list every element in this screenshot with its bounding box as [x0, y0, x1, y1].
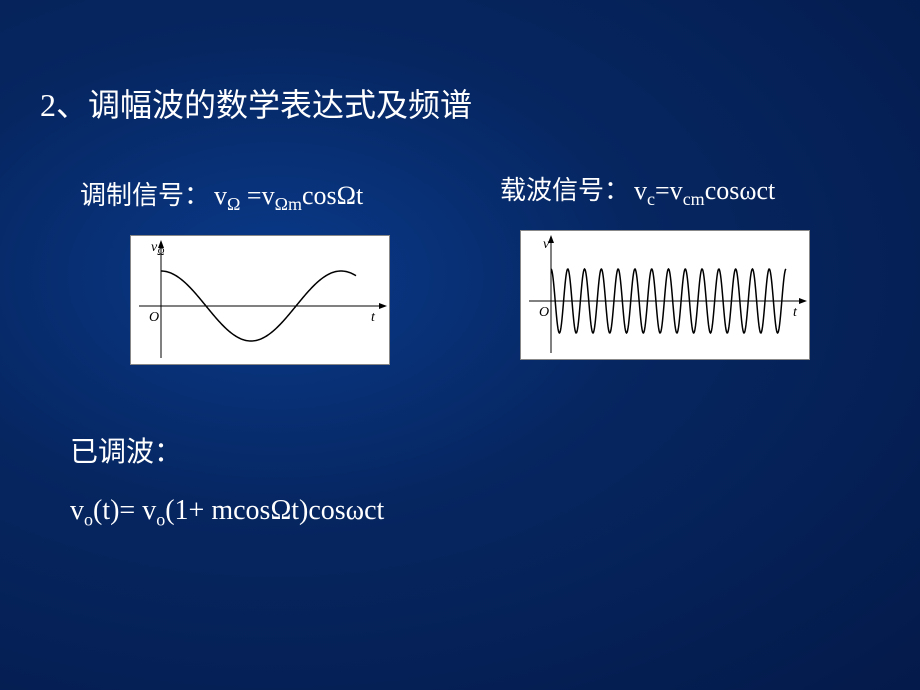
modulated-wave-section: 已调波： vo(t)= vo(1+ mcosΩt)cosωct — [70, 430, 384, 531]
carrier-label-row: 载波信号： vc=vcmcosωct — [500, 170, 810, 210]
formula-end: cosΩt — [302, 181, 363, 210]
carrier-wave-svg — [521, 231, 811, 361]
slide-title: 2、调幅波的数学表达式及频谱 — [40, 80, 472, 126]
carrier-signal-chart: v O t — [520, 230, 810, 360]
formula-sub: Ωm — [275, 194, 302, 214]
formula-var: v — [214, 181, 227, 210]
formula-sub: Ω — [227, 194, 240, 214]
formula-end: (1+ mcosΩt)cosωct — [165, 495, 384, 526]
carrier-signal-section: 载波信号： vc=vcmcosωct v O t — [500, 170, 810, 360]
carrier-label: 载波信号： — [500, 176, 630, 205]
carrier-formula: vc=vcmcosωct — [634, 176, 775, 205]
chart1-origin: O — [149, 310, 159, 326]
formula-eq: =v — [240, 181, 274, 210]
chart2-origin: O — [539, 305, 549, 321]
chart2-xlabel: t — [793, 305, 797, 321]
chart2-ylabel: v — [543, 237, 549, 253]
modulation-formula: vΩ =vΩmcosΩt — [214, 181, 363, 210]
formula-sub: o — [84, 510, 93, 530]
modulation-wave-svg — [131, 236, 391, 366]
formula-eq: =v — [655, 176, 683, 205]
chart1-ylabel: vΩ — [151, 240, 164, 258]
formula-sub: cm — [683, 189, 705, 209]
modulation-signal-chart: vΩ O t — [130, 235, 390, 365]
modulation-label-row: 调制信号： vΩ =vΩmcosΩt — [80, 175, 390, 215]
formula-var: v — [70, 495, 84, 526]
modulated-label: 已调波： — [70, 430, 384, 470]
chart1-xlabel: t — [371, 310, 375, 326]
formula-sub: c — [647, 189, 655, 209]
formula-end: cosωct — [705, 176, 776, 205]
modulated-formula: vo(t)= vo(1+ mcosΩt)cosωct — [70, 495, 384, 531]
formula-t: (t)= v — [93, 495, 156, 526]
formula-sub: o — [156, 510, 165, 530]
modulation-signal-section: 调制信号： vΩ =vΩmcosΩt vΩ O t — [80, 175, 390, 365]
formula-var: v — [634, 176, 647, 205]
modulation-label: 调制信号： — [80, 181, 210, 210]
